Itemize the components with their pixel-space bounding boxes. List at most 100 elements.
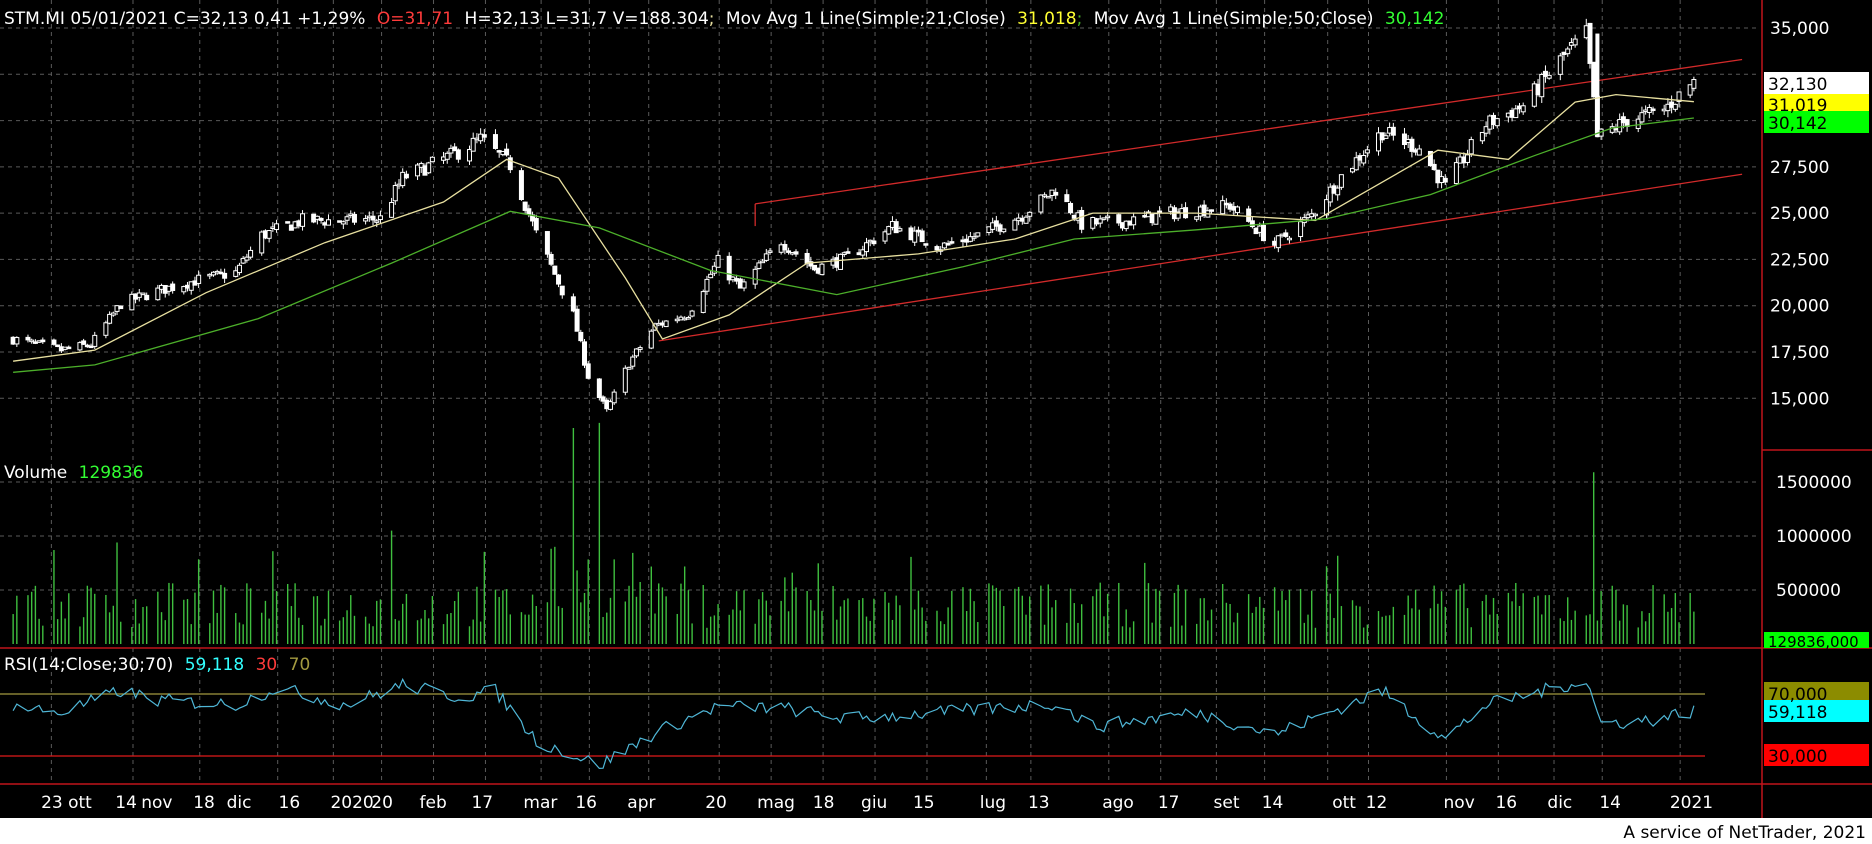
candle-body xyxy=(726,255,732,281)
candle-body xyxy=(1335,187,1341,196)
time-tick-label: 16 xyxy=(279,793,301,813)
candle-body xyxy=(526,208,532,215)
candle-body xyxy=(741,281,747,289)
candle-body xyxy=(1617,119,1623,133)
candle-body xyxy=(845,251,851,254)
candle-body xyxy=(1427,150,1433,167)
tag-ma50-bg xyxy=(1764,111,1869,133)
candle-body xyxy=(1513,108,1519,119)
header-sep2: ; xyxy=(1077,9,1083,29)
price-tick-label: 15,000 xyxy=(1770,389,1829,409)
candle-body xyxy=(1001,228,1007,233)
candle-body xyxy=(318,217,324,221)
candle-body xyxy=(711,265,717,274)
candle-body xyxy=(1383,135,1389,139)
candle-body xyxy=(1479,131,1485,142)
candle-body xyxy=(1635,118,1641,129)
candle-body xyxy=(971,236,977,239)
candle-body xyxy=(1194,216,1200,220)
candle-body xyxy=(1595,33,1600,138)
candle-body xyxy=(314,215,320,220)
candle-body xyxy=(1390,126,1396,136)
candle-body xyxy=(812,264,818,271)
candle-body xyxy=(452,146,458,152)
candle-body xyxy=(1672,103,1678,110)
candle-body xyxy=(518,170,524,201)
candle-body xyxy=(110,312,116,316)
candle-body xyxy=(77,342,83,351)
time-tick-label: 15 xyxy=(913,793,935,813)
candle-body xyxy=(400,171,406,187)
candle-body xyxy=(455,149,461,160)
candle-body xyxy=(507,157,513,171)
candle-body xyxy=(1209,209,1215,212)
time-tick-label: 18 xyxy=(193,793,215,813)
candle-body xyxy=(1220,200,1226,215)
candle-body xyxy=(374,220,380,223)
candle-body xyxy=(466,149,472,162)
candle-body xyxy=(704,278,710,292)
candle-body xyxy=(415,164,421,177)
header-ma50-label: Mov Avg 1 Line(Simple;50;Close) xyxy=(1094,9,1374,29)
candle-body xyxy=(370,215,376,221)
candle-body xyxy=(585,363,591,379)
candle-body xyxy=(1324,199,1330,216)
candle-body xyxy=(760,260,766,264)
candle-body xyxy=(444,152,450,160)
time-tick-label: 20 xyxy=(705,793,727,813)
time-tick-label: 17 xyxy=(1158,793,1180,813)
candle-body xyxy=(967,236,973,242)
candle-body xyxy=(1042,194,1048,197)
time-tick-label: 16 xyxy=(1495,793,1517,813)
candle-body xyxy=(140,292,146,296)
candle-body xyxy=(1116,214,1122,224)
candle-body xyxy=(136,292,142,298)
candle-body xyxy=(1542,70,1548,77)
time-tick-label: nov xyxy=(1444,793,1475,813)
candle-body xyxy=(700,291,706,313)
time-tick-label: nov xyxy=(141,793,172,813)
volume-tick-label: 1500000 xyxy=(1776,473,1852,493)
candle-body xyxy=(66,346,72,350)
price-tags: 32,130 31,019 30,142 xyxy=(1764,72,1869,134)
volume-bars xyxy=(12,422,1695,644)
candle-body xyxy=(274,223,280,231)
candle-body xyxy=(196,274,202,284)
candle-body xyxy=(1249,220,1255,228)
candle-body xyxy=(600,396,606,402)
candle-body xyxy=(1650,108,1656,112)
ma50-line xyxy=(13,117,1694,373)
candle-body xyxy=(767,250,773,253)
candle-body xyxy=(752,268,758,285)
candle-body xyxy=(1353,157,1359,171)
candle-body xyxy=(285,221,291,224)
candle-body xyxy=(756,262,762,269)
candle-body xyxy=(144,294,150,301)
candle-body xyxy=(793,251,799,255)
candle-body xyxy=(188,281,194,291)
tag-last-bg xyxy=(1764,72,1869,94)
candle-body xyxy=(222,272,228,279)
rsi-line xyxy=(12,677,1695,770)
candle-body xyxy=(1338,174,1344,188)
candle-body xyxy=(548,253,554,265)
tag-rsi-value: 59,118 xyxy=(1768,703,1827,723)
candle-body xyxy=(997,224,1003,232)
tag-volume: 129836,000 xyxy=(1768,633,1859,651)
candle-body xyxy=(630,356,636,367)
candle-body xyxy=(1012,219,1018,231)
candle-body xyxy=(685,317,691,320)
tag-rsi-high-bg xyxy=(1764,682,1869,702)
candle-body xyxy=(559,285,565,296)
candle-body xyxy=(389,202,395,218)
candle-body xyxy=(363,218,369,222)
candle-body xyxy=(570,296,576,312)
header-symbol: STM.MI 05/01/2021 C=32,13 0,41 +1,29% xyxy=(4,9,365,29)
candle-body xyxy=(1442,177,1448,183)
candle-body xyxy=(25,336,31,341)
candle-body xyxy=(1097,218,1103,224)
candle-body xyxy=(344,216,350,221)
time-tick-label: apr xyxy=(627,793,655,813)
